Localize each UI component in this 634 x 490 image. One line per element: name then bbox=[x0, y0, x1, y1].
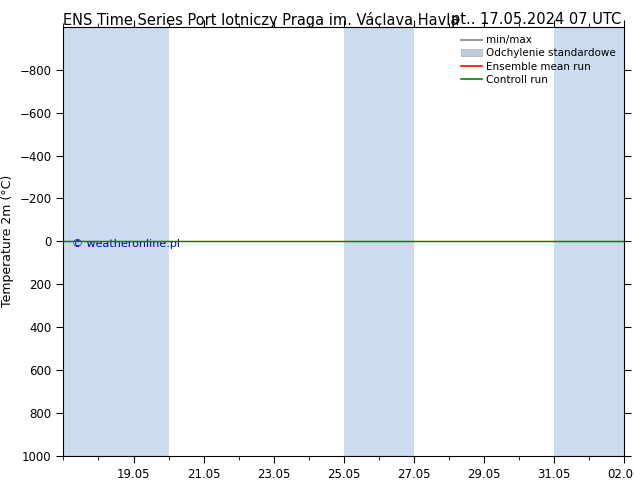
Bar bbox=[554, 27, 624, 456]
Legend: min/max, Odchylenie standardowe, Ensemble mean run, Controll run: min/max, Odchylenie standardowe, Ensembl… bbox=[458, 32, 619, 88]
Text: © weatheronline.pl: © weatheronline.pl bbox=[72, 239, 180, 249]
Bar bbox=[344, 27, 414, 456]
Text: ENS Time Series Port lotniczy Praga im. Václava Havla: ENS Time Series Port lotniczy Praga im. … bbox=[63, 12, 460, 28]
Text: pt.. 17.05.2024 07 UTC: pt.. 17.05.2024 07 UTC bbox=[451, 12, 621, 27]
Bar bbox=[63, 27, 169, 456]
Y-axis label: Temperature 2m (°C): Temperature 2m (°C) bbox=[1, 175, 14, 307]
